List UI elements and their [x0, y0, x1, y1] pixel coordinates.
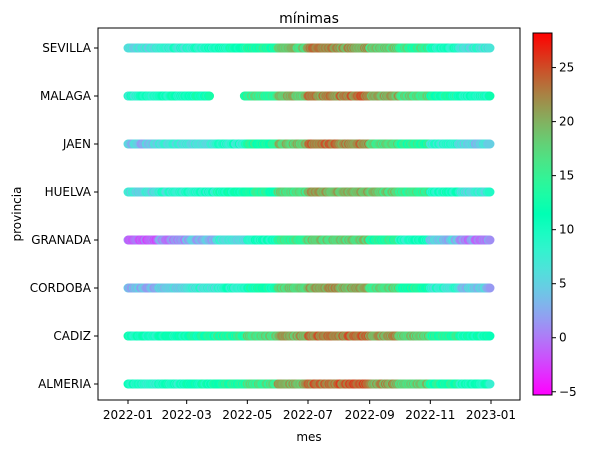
data-point: [485, 43, 495, 53]
colorbar-tick-label: 5: [559, 277, 567, 291]
y-tick-label: HUELVA: [45, 185, 92, 199]
data-points: [123, 43, 495, 389]
series-granada: [123, 235, 495, 245]
data-point: [485, 379, 495, 389]
y-axis-label: provincia: [10, 187, 24, 242]
y-tick-label: GRANADA: [31, 233, 92, 247]
x-tick-label: 2022-05: [222, 408, 272, 422]
data-point: [485, 139, 495, 149]
y-tick-label: ALMERIA: [38, 377, 92, 391]
colorbar-tick-label: 0: [559, 331, 567, 345]
plot-frame: [97, 27, 521, 401]
colorbar-tick-label: −5: [559, 385, 577, 399]
data-point: [485, 235, 495, 245]
y-tick-label: JAEN: [62, 137, 91, 151]
series-cadiz: [123, 331, 495, 341]
x-tick-label: 2022-11: [405, 408, 455, 422]
series-cordoba: [123, 283, 495, 293]
colorbar-tick-label: 10: [559, 223, 574, 237]
colorbar-tick-label: 20: [559, 115, 574, 129]
data-point: [485, 331, 495, 341]
series-almeria: [123, 379, 495, 389]
chart-title: mínimas: [279, 11, 339, 27]
colorbar-frame: [532, 32, 553, 396]
colorbar: [533, 33, 552, 395]
y-tick-label: CORDOBA: [30, 281, 92, 295]
x-tick-label: 2022-01: [103, 408, 153, 422]
y-tick-label: SEVILLA: [42, 41, 92, 55]
x-axis-label: mes: [296, 430, 321, 444]
x-tick-label: 2023-01: [466, 408, 516, 422]
x-tick-label: 2022-09: [345, 408, 395, 422]
data-point: [485, 283, 495, 293]
data-point: [485, 187, 495, 197]
y-axis: ALMERIA CADIZ CORDOBA GRANADA HUELVA JAEN MALA…: [30, 41, 98, 391]
series-malaga: [123, 91, 495, 101]
data-point: [205, 91, 215, 101]
x-tick-label: 2022-03: [162, 408, 212, 422]
series-jaen: [123, 139, 495, 149]
colorbar-tick-label: 25: [559, 61, 574, 75]
series-huelva: [123, 187, 495, 197]
x-axis: 2022-01 2022-03 2022-05 2022-07 2022-09 2022-…: [103, 400, 516, 422]
series-sevilla: [123, 43, 495, 53]
colorbar-axis: −5 0 5 10 15 20 25: [552, 61, 577, 399]
y-tick-label: MALAGA: [40, 89, 92, 103]
x-tick-label: 2022-07: [283, 408, 333, 422]
y-tick-label: CADIZ: [53, 329, 91, 343]
colorbar-tick-label: 15: [559, 169, 574, 183]
data-point: [485, 91, 495, 101]
